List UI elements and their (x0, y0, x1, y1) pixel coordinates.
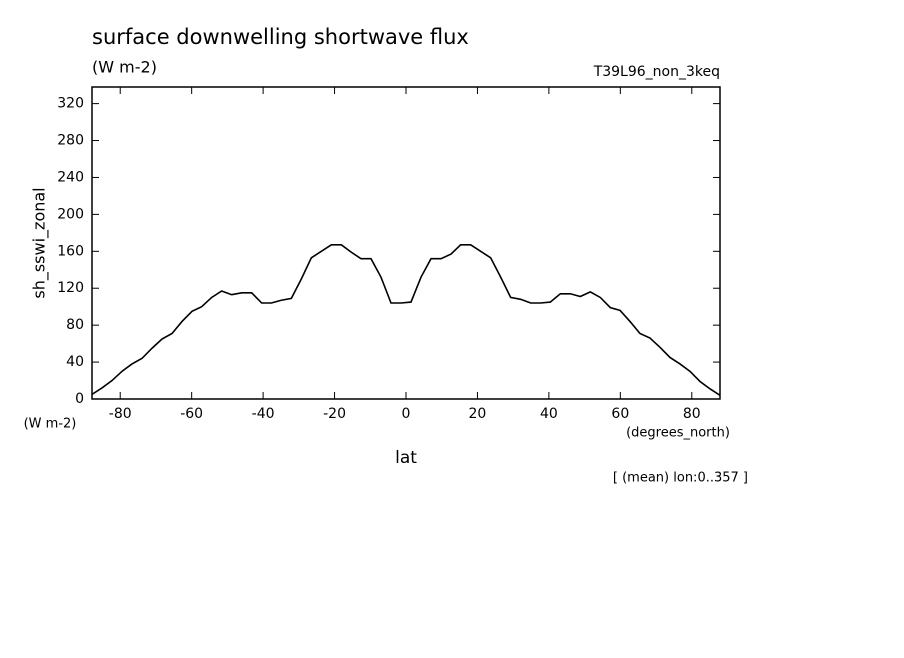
y-axis-label: sh_sswi_zonal (30, 187, 50, 298)
y-units: (W m-2) (24, 417, 77, 432)
x-tick-label: 80 (683, 406, 701, 422)
x-tick-label: 20 (469, 406, 487, 422)
y-tick-label: 40 (66, 354, 84, 370)
x-axis-label: lat (395, 448, 417, 468)
units: (W m-2) (92, 58, 157, 77)
x-tick-label: 40 (540, 406, 558, 422)
x-tick-label: -20 (323, 406, 346, 422)
chart-title: surface downwelling shortwave flux (92, 25, 469, 49)
note: [ (mean) lon:0..357 ] (613, 471, 748, 486)
y-tick-label: 240 (57, 169, 84, 185)
y-tick-label: 0 (75, 391, 84, 407)
experiment: T39L96_non_3keq (593, 64, 720, 80)
y-tick-label: 200 (57, 206, 84, 222)
x-tick-label: -60 (180, 406, 203, 422)
data-line (91, 244, 721, 396)
y-tick-label: 120 (57, 280, 84, 296)
x-tick-label: -40 (252, 406, 275, 422)
y-tick-label: 280 (57, 133, 84, 149)
y-tick-label: 160 (57, 243, 84, 259)
y-tick-label: 320 (57, 96, 84, 112)
y-tick-label: 80 (66, 317, 84, 333)
x-tick-label: 60 (611, 406, 629, 422)
x-units: (degrees_north) (626, 426, 730, 441)
x-tick-label: -80 (109, 406, 132, 422)
x-tick-label: 0 (402, 406, 411, 422)
